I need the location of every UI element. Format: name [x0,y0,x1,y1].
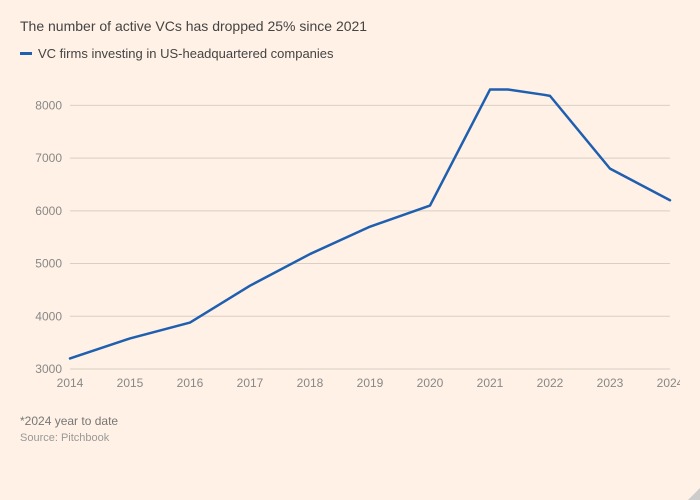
svg-text:4000: 4000 [35,309,62,323]
svg-text:2019: 2019 [357,376,384,390]
corner-fold-icon [688,488,700,500]
svg-text:2024: 2024 [657,376,680,390]
legend: VC firms investing in US-headquartered c… [20,46,680,61]
svg-text:7000: 7000 [35,151,62,165]
legend-label: VC firms investing in US-headquartered c… [38,46,334,61]
svg-text:2016: 2016 [177,376,204,390]
svg-text:2021: 2021 [477,376,504,390]
svg-text:3000: 3000 [35,362,62,376]
footnote: *2024 year to date [20,414,680,428]
svg-text:2014: 2014 [57,376,84,390]
svg-text:2018: 2018 [297,376,324,390]
svg-text:2015: 2015 [117,376,144,390]
svg-text:6000: 6000 [35,204,62,218]
svg-text:2022: 2022 [537,376,564,390]
svg-text:8000: 8000 [35,98,62,112]
svg-text:2017: 2017 [237,376,264,390]
svg-text:5000: 5000 [35,257,62,271]
source-text: Source: Pitchbook [20,432,680,444]
svg-text:2020: 2020 [417,376,444,390]
legend-swatch [20,52,32,55]
chart-svg: 3000 4000 5000 6000 7000 8000 2014 2015 2016 2017… [20,69,680,399]
chart-title: The number of active VCs has dropped 25%… [20,18,680,34]
line-chart: 3000 4000 5000 6000 7000 8000 2014 2015 2016 2017… [20,69,680,404]
svg-text:2023: 2023 [597,376,624,390]
